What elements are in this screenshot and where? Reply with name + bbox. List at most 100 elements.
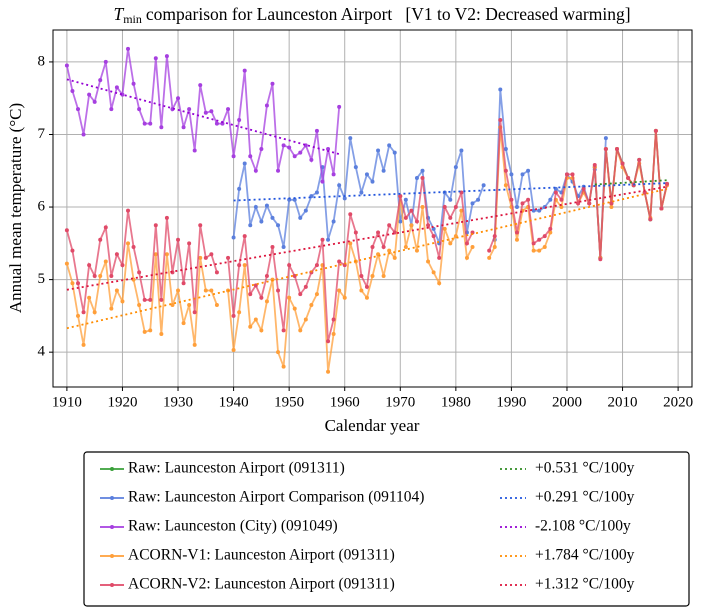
data-point — [581, 186, 586, 191]
data-point — [209, 288, 214, 293]
data-point — [353, 165, 358, 170]
data-point — [170, 303, 175, 308]
data-point — [70, 281, 75, 286]
data-point — [76, 107, 81, 112]
data-point — [403, 244, 408, 249]
data-point — [398, 194, 403, 199]
data-point — [209, 252, 214, 257]
data-point — [370, 244, 375, 249]
data-point — [253, 168, 258, 173]
data-point — [203, 288, 208, 293]
data-point — [253, 205, 258, 210]
data-point — [148, 328, 153, 333]
data-point — [287, 295, 292, 300]
data-point — [353, 230, 358, 235]
data-point — [470, 201, 475, 206]
data-point — [503, 168, 508, 173]
data-point — [403, 215, 408, 220]
data-point — [131, 81, 136, 86]
data-point — [276, 168, 281, 173]
data-point — [370, 179, 375, 184]
y-axis-label: Annual mean temperature (°C) — [6, 103, 25, 313]
data-point — [248, 324, 253, 329]
data-point — [553, 190, 558, 195]
data-point — [537, 208, 542, 213]
data-point — [442, 205, 447, 210]
data-point — [481, 183, 486, 188]
data-point — [231, 154, 236, 159]
data-point — [253, 283, 258, 288]
data-point — [498, 87, 503, 92]
data-point — [342, 295, 347, 300]
data-point — [248, 154, 253, 159]
data-point — [609, 205, 614, 210]
data-point — [364, 295, 369, 300]
data-point — [337, 183, 342, 188]
data-point — [614, 147, 619, 151]
data-point — [620, 161, 625, 166]
data-point — [348, 241, 353, 246]
series-line — [66, 119, 668, 342]
data-point — [587, 201, 592, 206]
data-point — [314, 128, 319, 133]
x-tick-label: 2010 — [608, 394, 638, 410]
data-point — [287, 145, 292, 150]
data-point — [392, 255, 397, 260]
data-point — [281, 143, 286, 148]
data-point — [126, 46, 131, 51]
trend-line — [66, 78, 340, 155]
data-point — [259, 219, 264, 224]
data-point — [453, 165, 458, 170]
data-point — [476, 197, 481, 202]
data-point — [292, 273, 297, 278]
data-point — [314, 190, 319, 195]
data-point — [520, 172, 525, 177]
data-point — [331, 317, 336, 322]
data-point — [298, 292, 303, 297]
legend-label: +1.784 °C/100y — [535, 547, 635, 564]
data-point — [348, 212, 353, 217]
data-point — [387, 143, 392, 148]
data-point — [420, 205, 425, 210]
data-point — [76, 281, 81, 286]
data-point — [87, 263, 92, 268]
data-point — [103, 225, 108, 230]
data-point — [509, 197, 514, 202]
data-point — [209, 109, 214, 114]
data-point — [114, 252, 119, 257]
data-point — [281, 244, 286, 249]
data-point — [153, 223, 158, 228]
legend-marker — [110, 525, 114, 529]
data-point — [331, 219, 336, 224]
data-point — [409, 223, 414, 228]
data-point — [592, 162, 597, 167]
data-point — [87, 92, 92, 97]
data-point — [231, 347, 236, 352]
title-symbol: T — [113, 4, 124, 24]
data-point — [70, 248, 75, 253]
data-point — [103, 59, 108, 64]
data-point — [559, 197, 564, 202]
data-point — [442, 226, 447, 231]
data-point — [87, 295, 92, 300]
data-point — [292, 306, 297, 311]
legend-label: -2.108 °C/100y — [535, 518, 631, 535]
x-tick-label: 1980 — [441, 394, 471, 410]
chart-title: Tmin comparison for Launceston Airport [V… — [113, 4, 630, 26]
data-point — [181, 125, 186, 130]
data-point — [498, 117, 503, 122]
data-point — [159, 297, 164, 302]
data-point — [159, 125, 164, 130]
data-point — [76, 313, 81, 318]
data-point — [148, 121, 153, 126]
data-point — [292, 154, 297, 159]
data-point — [648, 217, 653, 222]
data-point — [103, 259, 108, 264]
data-point — [109, 306, 114, 311]
data-point — [98, 273, 103, 278]
data-point — [514, 230, 519, 235]
x-tick-label: 1990 — [496, 394, 526, 410]
legend-label: +0.531 °C/100y — [535, 460, 635, 477]
data-point — [659, 206, 664, 211]
data-point — [64, 261, 69, 266]
